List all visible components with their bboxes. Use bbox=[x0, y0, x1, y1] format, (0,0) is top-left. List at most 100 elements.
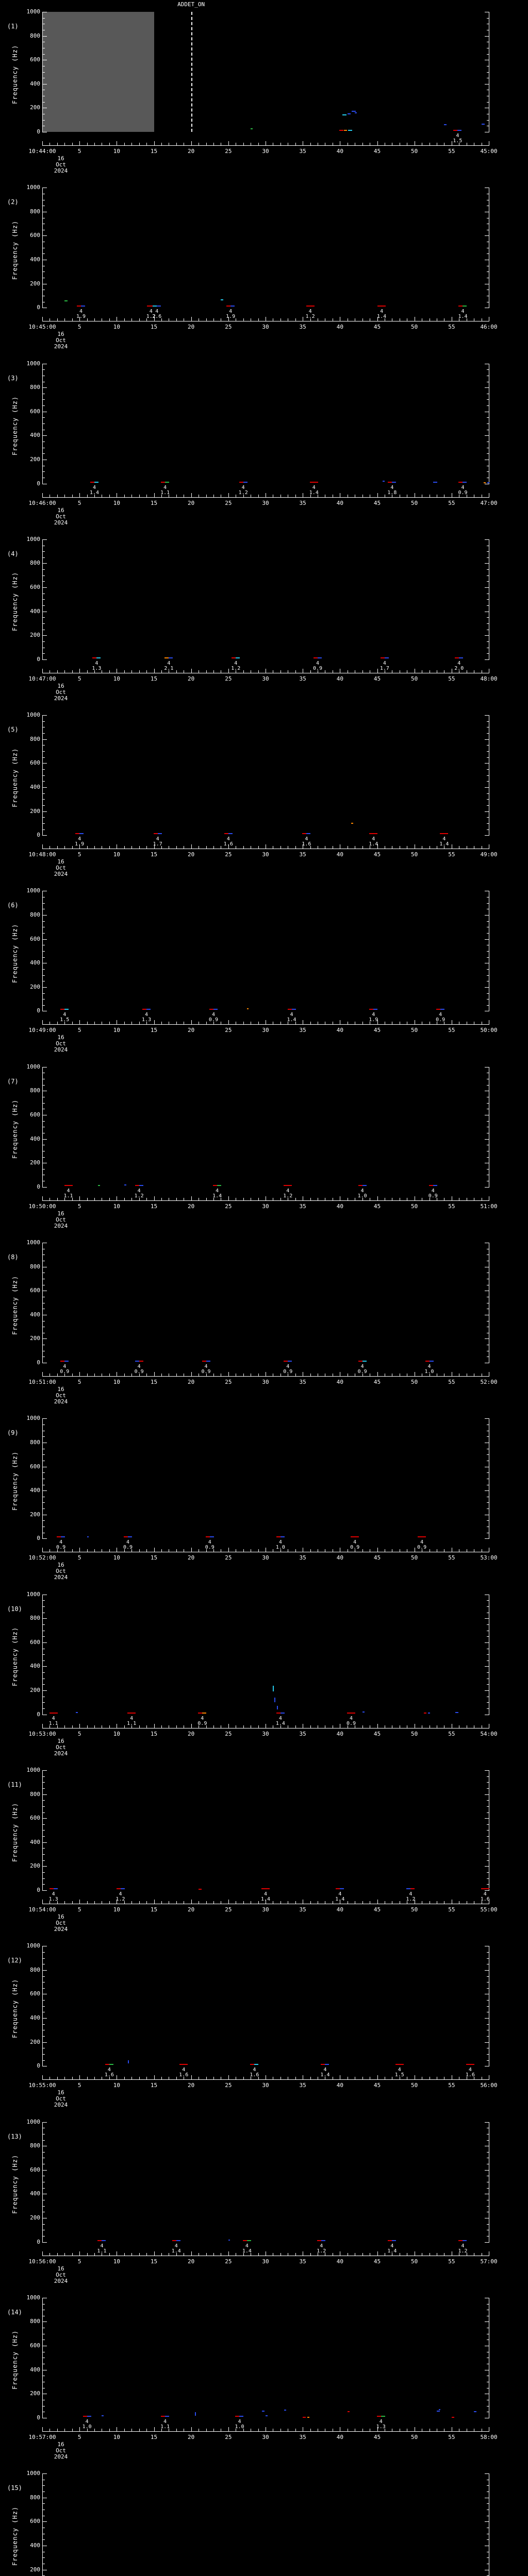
x-tick-label: 50 bbox=[411, 1027, 418, 1034]
event-dash bbox=[314, 657, 318, 658]
y-tick bbox=[43, 1866, 47, 1867]
x-tick bbox=[124, 1374, 125, 1377]
y-tick bbox=[43, 1005, 45, 1006]
y-tick bbox=[43, 551, 45, 552]
x-tick bbox=[94, 318, 95, 321]
x-tick bbox=[280, 494, 281, 497]
y-tick bbox=[43, 2036, 45, 2037]
y-tick bbox=[43, 823, 45, 824]
event-dash bbox=[266, 1888, 270, 1889]
spectral-speck bbox=[433, 482, 437, 483]
y-tick bbox=[487, 2557, 489, 2558]
y-tick bbox=[43, 975, 45, 976]
x-tick bbox=[131, 143, 133, 145]
x-tick bbox=[72, 1901, 73, 1904]
x-tick bbox=[295, 846, 296, 849]
x-tick bbox=[139, 318, 140, 321]
x-tick bbox=[258, 1022, 259, 1025]
x-tick bbox=[176, 846, 177, 849]
spectral-speck bbox=[444, 124, 447, 126]
y-tick bbox=[43, 817, 45, 818]
event-code-label: 4 bbox=[383, 660, 386, 666]
y-tick-label: 400 bbox=[30, 2190, 40, 2197]
date-line: 2024 bbox=[54, 519, 68, 526]
x-tick bbox=[206, 1022, 207, 1025]
x-tick-label: 40 bbox=[336, 148, 343, 155]
x-tick bbox=[295, 1022, 296, 1025]
y-tick bbox=[43, 435, 47, 436]
x-tick bbox=[42, 1548, 43, 1552]
y-tick bbox=[487, 453, 489, 454]
date-line: Oct bbox=[56, 865, 66, 872]
y-tick bbox=[487, 793, 489, 794]
x-tick bbox=[109, 1197, 110, 1200]
y-tick bbox=[487, 617, 489, 618]
x-tick bbox=[161, 318, 162, 321]
x-tick bbox=[377, 1372, 378, 1377]
x-tick bbox=[258, 143, 259, 145]
x-tick-label: 55 bbox=[448, 1202, 455, 1210]
event-code-label: 4 bbox=[63, 1364, 67, 1370]
x-tick bbox=[131, 670, 133, 673]
x-tick bbox=[109, 846, 110, 849]
y-tick bbox=[43, 2060, 45, 2061]
spectrogram-panel-12: 0 200 400 600 800 1000 Frequency (Hz) (12) 5 10 15… bbox=[0, 1934, 528, 2110]
y-tick bbox=[485, 1794, 489, 1795]
y-axis-title: Frequency (Hz) bbox=[11, 2506, 19, 2566]
spectral-speck bbox=[347, 113, 351, 115]
x-tick-label: 55 bbox=[448, 1379, 455, 1386]
y-tick bbox=[485, 435, 489, 436]
x-tick bbox=[228, 1899, 229, 1904]
x-tick bbox=[228, 668, 229, 673]
y-tick bbox=[485, 1666, 489, 1667]
y-tick bbox=[43, 1854, 45, 1855]
x-tick bbox=[243, 1725, 244, 1728]
y-tick bbox=[43, 471, 45, 472]
y-tick-label: 800 bbox=[30, 1790, 40, 1798]
event-value-label: 1.4 bbox=[439, 841, 449, 848]
x-tick-label: 5 bbox=[77, 2082, 81, 2089]
event-dash bbox=[102, 2240, 106, 2241]
x-tick-label: 15 bbox=[150, 499, 158, 506]
event-code-label: 4 bbox=[95, 660, 98, 666]
x-tick bbox=[79, 1020, 80, 1025]
spectral-speck bbox=[251, 128, 253, 130]
x-tick bbox=[362, 143, 363, 145]
y-tick bbox=[43, 2188, 45, 2189]
event-dash bbox=[288, 1184, 292, 1186]
x-tick bbox=[295, 494, 296, 497]
x-tick bbox=[94, 2428, 95, 2431]
event-dash bbox=[382, 306, 386, 307]
date-line: 16 bbox=[57, 331, 64, 338]
x-tick bbox=[72, 670, 73, 673]
event-value-label: 1.7 bbox=[380, 665, 389, 671]
x-tick-label: 15 bbox=[150, 1027, 158, 1034]
event-code-label: 4 bbox=[349, 1715, 353, 1721]
y-axis-left bbox=[42, 2473, 43, 2576]
y-tick bbox=[487, 471, 489, 472]
event-dash bbox=[458, 306, 463, 307]
x-tick-label: 35 bbox=[299, 324, 306, 331]
event-dash bbox=[81, 306, 86, 307]
y-tick bbox=[487, 1168, 489, 1170]
x-tick bbox=[295, 318, 296, 321]
y-tick bbox=[487, 1660, 489, 1661]
event-value-label: 0.9 bbox=[56, 1545, 66, 1551]
y-tick bbox=[485, 2018, 489, 2019]
y-tick bbox=[487, 757, 489, 758]
event-code-label: 4 bbox=[85, 2418, 89, 2425]
x-tick-label: 55 bbox=[448, 148, 455, 155]
x-tick-label: 20 bbox=[188, 499, 195, 506]
x-tick bbox=[94, 1197, 95, 1200]
x-tick bbox=[161, 1022, 162, 1025]
event-code-label: 4 bbox=[149, 309, 153, 315]
x-tick-label: 15 bbox=[150, 675, 158, 682]
x-tick bbox=[176, 1374, 177, 1377]
y-axis-left bbox=[42, 188, 43, 309]
event-dash bbox=[228, 833, 233, 835]
x-start-time-label: 10:50:00 bbox=[28, 1202, 56, 1210]
x-tick-label: 45 bbox=[373, 324, 381, 331]
x-tick bbox=[362, 1022, 363, 1025]
event-value-label: 1.0 bbox=[357, 1193, 367, 1199]
x-tick bbox=[79, 2251, 80, 2256]
